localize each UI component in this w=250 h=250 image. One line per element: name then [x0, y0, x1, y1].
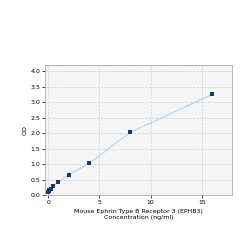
Point — [210, 92, 214, 96]
Point — [128, 130, 132, 134]
Point — [56, 180, 60, 184]
Point — [47, 189, 51, 193]
Point — [87, 162, 91, 166]
X-axis label: Mouse Ephrin Type B Receptor 3 (EPHB3)
Concentration (ng/ml): Mouse Ephrin Type B Receptor 3 (EPHB3) C… — [74, 209, 203, 220]
Point — [66, 173, 70, 177]
Point — [47, 188, 51, 192]
Point — [46, 190, 50, 194]
Y-axis label: OD: OD — [22, 125, 28, 135]
Point — [49, 187, 53, 191]
Point — [51, 184, 55, 188]
